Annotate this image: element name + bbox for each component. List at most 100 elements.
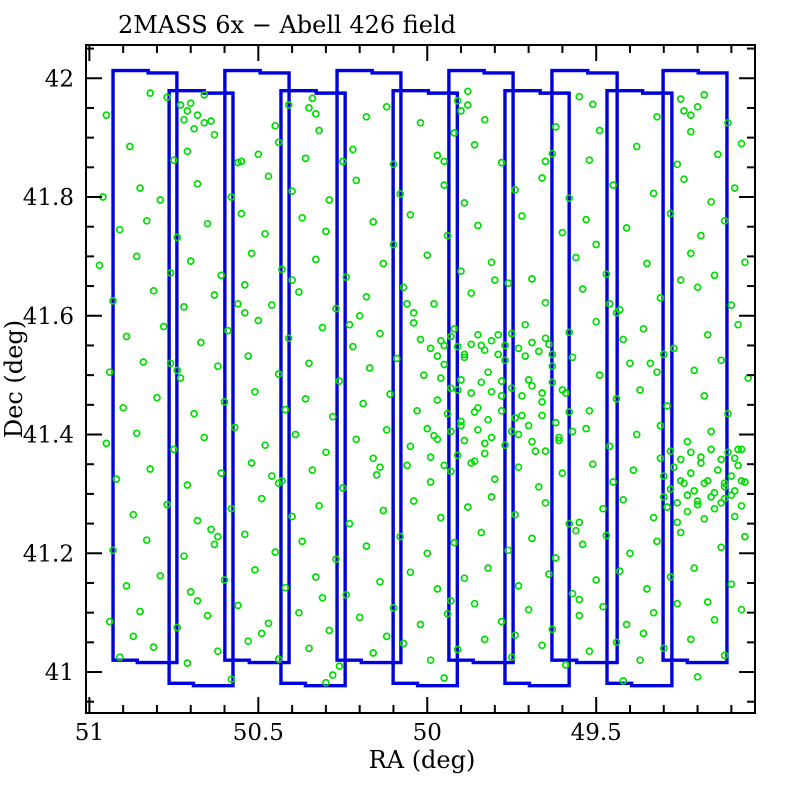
data-point <box>501 341 509 350</box>
data-point <box>345 519 354 528</box>
data-point <box>528 381 536 390</box>
data-point <box>200 433 209 442</box>
data-point <box>548 625 557 634</box>
data-point <box>727 301 736 309</box>
data-point <box>156 571 165 580</box>
data-point <box>305 644 313 653</box>
data-point <box>575 611 584 620</box>
data-point <box>447 384 455 393</box>
data-point <box>474 330 482 339</box>
x-tick-label: 49.5 <box>571 720 622 746</box>
data-point <box>450 129 459 137</box>
data-point <box>521 320 530 329</box>
data-point <box>636 386 644 394</box>
data-point <box>717 455 726 464</box>
data-point <box>528 338 536 347</box>
data-point <box>426 344 435 353</box>
data-point <box>710 271 719 280</box>
data-point <box>453 342 462 351</box>
data-point <box>207 117 215 125</box>
data-point <box>224 326 232 335</box>
data-point <box>264 172 273 181</box>
data-point <box>230 423 239 432</box>
data-point <box>251 387 259 396</box>
data-point <box>403 300 411 308</box>
data-point <box>440 181 449 189</box>
data-point <box>389 160 398 169</box>
data-point <box>416 620 425 629</box>
x-axis-title: RA (deg) <box>369 746 476 774</box>
data-point <box>541 498 550 507</box>
data-point <box>257 629 266 638</box>
data-point <box>379 259 388 268</box>
data-point <box>301 395 310 403</box>
data-point <box>240 281 249 289</box>
data-point <box>734 445 742 454</box>
data-point <box>713 150 722 159</box>
data-point <box>551 123 560 131</box>
data-point <box>382 425 391 434</box>
data-point <box>173 623 182 632</box>
data-point <box>561 661 570 669</box>
data-point <box>741 258 749 267</box>
data-point <box>166 269 175 277</box>
data-point <box>190 124 198 133</box>
data-point <box>186 257 195 265</box>
data-point <box>602 270 611 279</box>
data-point <box>413 406 421 415</box>
data-point <box>274 370 283 378</box>
data-point <box>409 497 418 505</box>
data-point <box>656 454 665 463</box>
data-point <box>605 300 614 308</box>
data-point <box>538 174 546 182</box>
data-point <box>379 506 388 515</box>
data-point <box>592 576 601 584</box>
data-point <box>409 308 418 317</box>
data-point <box>518 392 526 400</box>
data-point <box>453 96 462 105</box>
data-point <box>727 580 736 589</box>
data-point <box>676 476 685 485</box>
data-point <box>555 436 563 445</box>
data-point <box>197 338 205 347</box>
data-point <box>649 608 658 617</box>
data-point <box>737 445 746 454</box>
data-point <box>159 322 168 331</box>
data-point <box>426 656 435 665</box>
data-point <box>497 406 506 415</box>
data-point <box>453 645 462 654</box>
data-point <box>325 196 334 204</box>
data-point <box>558 228 567 237</box>
data-point <box>656 294 665 302</box>
data-point <box>524 605 533 614</box>
data-point <box>477 378 486 387</box>
data-point <box>352 176 361 185</box>
data-point <box>612 308 621 317</box>
data-point <box>548 378 557 387</box>
data-point <box>653 368 661 377</box>
data-point <box>622 620 631 629</box>
data-point <box>308 94 317 103</box>
data-point <box>693 102 702 111</box>
data-point <box>180 303 188 311</box>
data-point <box>406 442 415 451</box>
data-point <box>697 453 705 461</box>
data-point <box>605 442 614 451</box>
data-point <box>686 635 695 644</box>
data-point <box>220 398 229 406</box>
data-point <box>305 104 313 112</box>
y-tick-labels: 42 41.8 41.6 41.4 41.2 41 <box>23 66 74 686</box>
data-point <box>467 459 476 467</box>
data-point <box>173 366 182 375</box>
data-point <box>680 107 688 115</box>
data-point <box>132 252 141 261</box>
plot-box <box>85 44 756 714</box>
data-point <box>734 320 742 329</box>
data-point <box>349 145 357 154</box>
data-point <box>504 279 513 287</box>
data-point <box>447 596 455 605</box>
data-point <box>186 99 195 108</box>
data-point <box>213 647 222 656</box>
data-point <box>457 417 465 426</box>
y-tick-label: 42 <box>45 66 74 92</box>
